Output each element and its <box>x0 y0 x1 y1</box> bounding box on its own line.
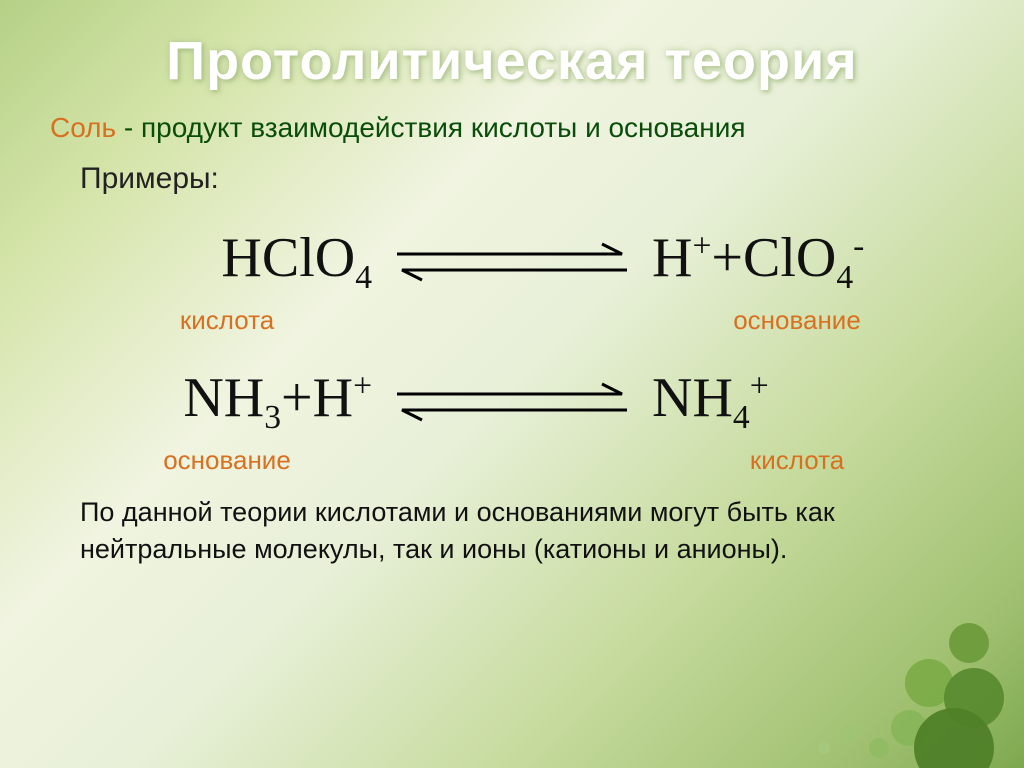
eq1-right-label: основание <box>642 305 942 336</box>
label-spacer <box>382 445 642 476</box>
eq1-left: HClO4 <box>82 226 382 297</box>
decorative-circles <box>764 588 1024 768</box>
equation-1: HClO4 H++ClO4- <box>40 226 984 297</box>
deco-circle <box>905 659 953 707</box>
deco-circle <box>818 742 830 754</box>
eq2-right: NH4+ <box>642 366 942 437</box>
eq2-left: NH3+H+ <box>82 366 382 437</box>
slide-title: Протолитическая теория <box>40 30 984 92</box>
deco-circle <box>944 668 1004 728</box>
eq2-right-label: кислота <box>642 445 942 476</box>
examples-label: Примеры: <box>80 162 984 196</box>
deco-circle <box>869 738 889 758</box>
slide: Протолитическая теория Соль - продукт вз… <box>0 0 1024 768</box>
eq1-right: H++ClO4- <box>642 226 942 297</box>
deco-circle <box>841 725 857 741</box>
eq1-left-label: кислота <box>82 305 382 336</box>
equilibrium-arrows-icon <box>392 232 632 292</box>
eq1-labels: кислота основание <box>40 305 984 336</box>
deco-circle <box>891 710 927 746</box>
deco-circle <box>914 708 994 768</box>
slide-subtitle: Соль - продукт взаимодействия кислоты и … <box>50 112 984 144</box>
footer-text: По данной теории кислотами и основаниями… <box>80 494 954 567</box>
deco-circle <box>949 623 989 663</box>
label-spacer <box>382 305 642 336</box>
equation-2: NH3+H+ NH4+ <box>40 366 984 437</box>
equilibrium-arrows-icon <box>392 372 632 432</box>
eq2-left-label: основание <box>82 445 382 476</box>
subtitle-rest: - продукт взаимодействия кислоты и основ… <box>116 112 745 143</box>
subtitle-salt: Соль <box>50 112 116 143</box>
eq2-labels: основание кислота <box>40 445 984 476</box>
